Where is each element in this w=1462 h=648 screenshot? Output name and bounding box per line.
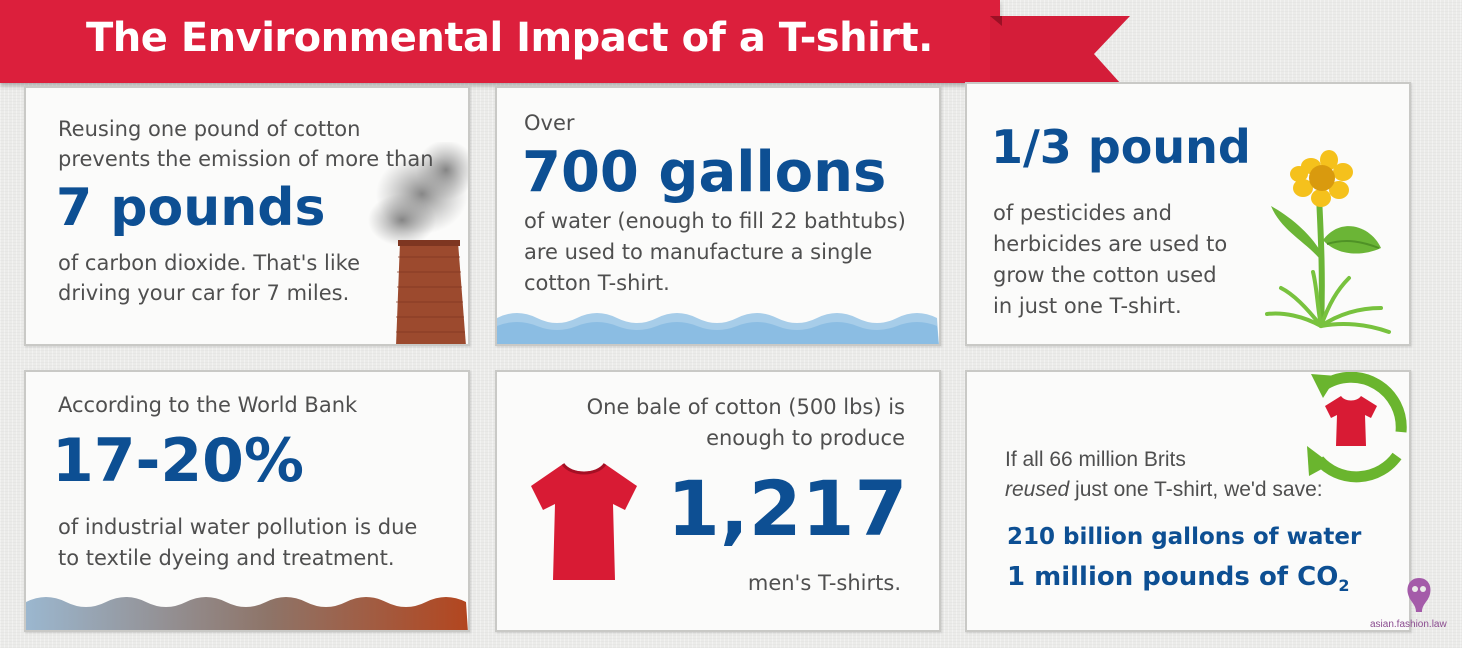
polluted-water-wave-icon xyxy=(26,597,468,630)
water-wave-icon xyxy=(497,313,939,344)
bale-intro-line-1: One bale of cotton (500 lbs) is xyxy=(586,395,905,419)
carbon-dioxide-card: Reusing one pound of cotton prevents the… xyxy=(24,86,470,346)
brits-line-2-rest: just one T-shirt, we'd save: xyxy=(1069,478,1323,501)
carbon-body-line-2: driving your car for 7 miles. xyxy=(58,281,350,305)
smokestack-icon xyxy=(368,142,468,344)
tshirt-icon xyxy=(531,462,637,580)
brits-stat-co2-main: 1 million pounds of CO xyxy=(1007,562,1339,592)
watermark-logo-icon xyxy=(1407,578,1431,612)
watermark-text: asian.fashion.law xyxy=(1370,619,1447,630)
bale-intro-line-2: enough to produce xyxy=(706,426,905,450)
pesticides-body-line-4: in just one T-shirt. xyxy=(993,294,1182,318)
water-body-line-2: are used to manufacture a single xyxy=(524,240,873,264)
page-title: The Environmental Impact of a T-shirt. xyxy=(86,15,933,61)
pollution-body-line-1: of industrial water pollution is due xyxy=(58,515,418,539)
water-pollution-card: According to the World Bank 17-20% of in… xyxy=(24,370,470,632)
flower-icon xyxy=(1265,150,1391,334)
brits-stat-water: 210 billion gallons of water xyxy=(1007,524,1362,550)
water-headline: 700 gallons xyxy=(522,140,887,205)
brits-stat-co2: 1 million pounds of CO2 xyxy=(1007,562,1350,595)
pollution-intro: According to the World Bank xyxy=(58,393,358,417)
recycle-tshirt-icon xyxy=(1307,372,1407,483)
pesticides-card: 1/3 pound of pesticides and herbicides a… xyxy=(965,82,1411,346)
brits-stat-co2-subscript: 2 xyxy=(1338,576,1350,596)
brits-line-2-emphasis: reused xyxy=(1005,478,1070,501)
brits-line-1: If all 66 million Brits xyxy=(1005,448,1186,471)
pollution-body-line-2: to textile dyeing and treatment. xyxy=(58,546,395,570)
carbon-headline: 7 pounds xyxy=(56,178,326,238)
water-body-line-1: of water (enough to fill 22 bathtubs) xyxy=(524,209,906,233)
water-usage-card: Over 700 gallons of water (enough to fil… xyxy=(495,86,941,346)
water-body-line-3: cotton T-shirt. xyxy=(524,271,670,295)
title-banner: The Environmental Impact of a T-shirt. xyxy=(0,0,1000,83)
carbon-body-line-1: of carbon dioxide. That's like xyxy=(58,251,360,275)
banner-ribbon-tail xyxy=(990,16,1130,94)
pesticides-body-line-1: of pesticides and xyxy=(993,201,1172,225)
carbon-intro-line-1: Reusing one pound of cotton xyxy=(58,117,361,141)
bale-body: men's T-shirts. xyxy=(747,571,901,595)
cotton-bale-card: One bale of cotton (500 lbs) is enough t… xyxy=(495,370,941,632)
brits-savings-card: If all 66 million Brits reused just one … xyxy=(965,370,1411,632)
brits-line-2: reused just one T-shirt, we'd save: xyxy=(1005,478,1323,502)
water-intro: Over xyxy=(524,111,575,135)
pollution-headline: 17-20% xyxy=(52,426,305,496)
pesticides-body-line-2: herbicides are used to xyxy=(993,232,1228,256)
carbon-intro-line-2: prevents the emission of more than xyxy=(58,147,434,171)
pesticides-headline: 1/3 pound xyxy=(991,120,1251,174)
pesticides-body-line-3: grow the cotton used xyxy=(993,263,1217,287)
bale-headline: 1,217 xyxy=(667,464,908,553)
